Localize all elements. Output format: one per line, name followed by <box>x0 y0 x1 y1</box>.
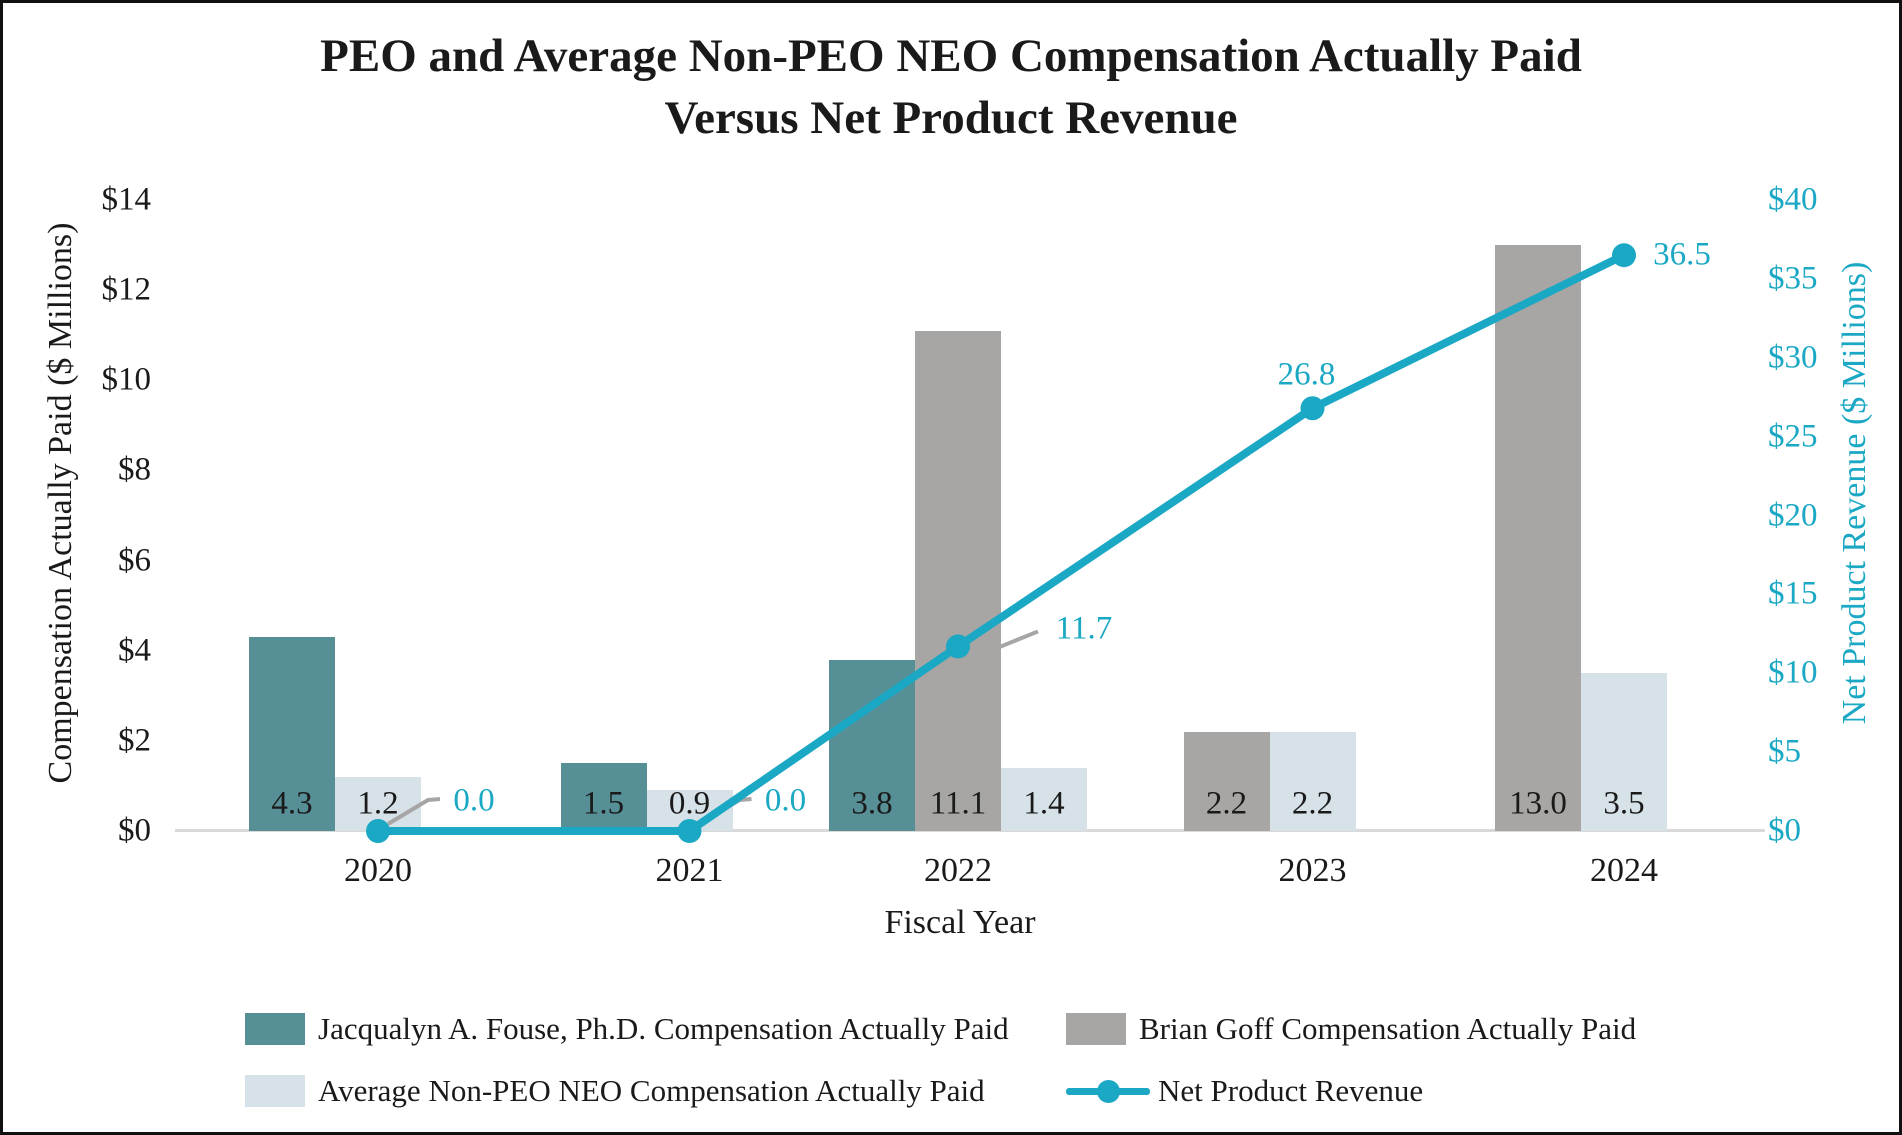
x-axis-label: 2024 <box>1590 852 1658 889</box>
revenue-legend-label: Net Product Revenue <box>1158 1073 1424 1108</box>
revenue-point-marker <box>1612 243 1636 268</box>
y-axis-tick-right: $10 <box>1768 654 1818 691</box>
chart-title-line-2: Versus Net Product Revenue <box>664 92 1238 144</box>
fouse-legend-label: Jacqualyn A. Fouse, Ph.D. Compensation A… <box>318 1011 1009 1046</box>
y-axis-tick-left: $8 <box>118 451 151 488</box>
bar-value-label: 1.4 <box>1023 785 1065 822</box>
bar <box>915 330 1001 831</box>
bar-value-label: 2.2 <box>1205 785 1248 822</box>
leader-line <box>995 629 1039 651</box>
bar-value-label: 3.5 <box>1603 785 1645 822</box>
right-axis-title: Net Product Revenue ($ Millions) <box>1836 261 1873 725</box>
bar-value-label: 11.1 <box>929 785 987 822</box>
y-axis-tick-right: $15 <box>1768 575 1818 612</box>
y-axis-tick-left: $0 <box>118 812 151 849</box>
revenue-point-label: 0.0 <box>764 782 807 819</box>
x-axis-label: 2023 <box>1278 852 1347 889</box>
fouse-legend-swatch <box>245 1013 305 1045</box>
revenue-legend-swatch <box>1066 1075 1150 1107</box>
y-axis-tick-right: $30 <box>1768 339 1818 376</box>
bar-value-label: 3.8 <box>851 785 893 822</box>
revenue-legend-dot <box>1097 1080 1120 1103</box>
y-axis-tick-right: $25 <box>1768 418 1818 455</box>
y-axis-tick-left: $6 <box>118 542 151 579</box>
y-axis-tick-right: $35 <box>1768 260 1818 297</box>
bar-value-label: 1.2 <box>357 785 399 822</box>
x-axis-label: 2022 <box>924 852 992 889</box>
revenue-line <box>378 251 1626 835</box>
revenue-point-marker <box>1300 396 1325 421</box>
bar-value-label: 1.5 <box>582 785 625 822</box>
y-axis-tick-right: $20 <box>1768 497 1818 533</box>
avg-neo-legend-swatch <box>245 1075 305 1107</box>
y-axis-tick-left: $2 <box>118 722 151 759</box>
revenue-point-label: 36.5 <box>1653 236 1711 273</box>
bar-value-label: 0.9 <box>668 785 711 822</box>
chart-title: PEO and Average Non-PEO NEO Compensation… <box>3 25 1899 149</box>
bar-value-label: 13.0 <box>1509 785 1567 822</box>
revenue-point-label: 26.8 <box>1277 356 1336 393</box>
legend-item-fouse: Jacqualyn A. Fouse, Ph.D. Compensation A… <box>245 1010 1009 1048</box>
legend-item-goff: Brian Goff Compensation Actually Paid <box>1066 1010 1636 1048</box>
bar-value-label: 2.2 <box>1291 785 1334 822</box>
x-axis-title: Fiscal Year <box>884 904 1036 941</box>
y-axis-tick-left: $12 <box>101 271 152 308</box>
y-axis-tick-right: $0 <box>1768 812 1801 849</box>
x-axis-label: 2020 <box>344 852 412 889</box>
legend-item-revenue: Net Product Revenue <box>1066 1072 1423 1110</box>
legend-item-avg-neo: Average Non-PEO NEO Compensation Actuall… <box>245 1072 985 1110</box>
goff-legend-label: Brian Goff Compensation Actually Paid <box>1139 1011 1637 1046</box>
goff-legend-swatch <box>1066 1013 1126 1045</box>
bar <box>1495 245 1581 831</box>
y-axis-tick-left: $4 <box>118 632 151 669</box>
x-axis-label: 2021 <box>655 852 724 889</box>
bar-value-label: 4.3 <box>271 785 313 822</box>
y-axis-tick-left: $10 <box>101 361 152 398</box>
y-axis-tick-right: $5 <box>1768 733 1801 770</box>
y-axis-tick-left: $14 <box>101 181 152 218</box>
avg-neo-legend-label: Average Non-PEO NEO Compensation Actuall… <box>318 1073 985 1108</box>
y-axis-tick-right: $40 <box>1768 181 1818 218</box>
left-axis-title: Compensation Actually Paid ($ Millions) <box>42 222 79 784</box>
revenue-point-label: 0.0 <box>453 782 495 819</box>
revenue-point-label: 11.7 <box>1055 610 1113 647</box>
bar <box>249 637 335 831</box>
chart-title-line-1: PEO and Average Non-PEO NEO Compensation… <box>320 30 1582 82</box>
